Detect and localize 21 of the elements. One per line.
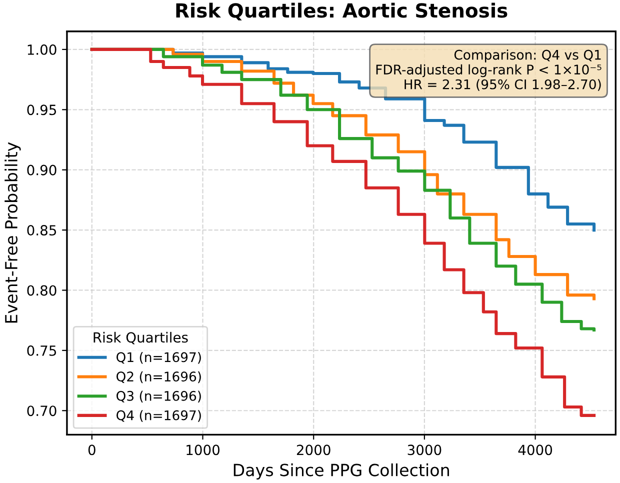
y-tick-label: 0.85	[27, 225, 56, 236]
x-tick-label: 4000	[518, 444, 552, 456]
x-tick-label: 2000	[296, 444, 330, 456]
x-tick-label: 1000	[186, 444, 220, 456]
y-axis-title: Event-Free Probability	[4, 142, 21, 323]
x-tick-label: 0	[88, 444, 96, 456]
legend-label: Q1 (n=1697)	[116, 352, 201, 364]
y-tick-label: 0.95	[27, 104, 56, 116]
x-tick-label: 3000	[408, 444, 442, 456]
x-axis-title: Days Since PPG Collection	[234, 463, 449, 480]
y-tick-label: 0.75	[27, 345, 56, 356]
legend-label: Q2 (n=1696)	[116, 371, 201, 384]
y-tick-label: 1.00	[28, 44, 56, 55]
y-tick-label: 0.70	[27, 406, 56, 416]
legend-label: Q3 (n=1696)	[116, 390, 201, 402]
chart-title: Risk Quartiles: Aortic Stenosis	[176, 2, 508, 20]
annotation: Comparison: Q4 vs Q1 FDR-adjusted log-rank P < 1×10⁻⁵ HR = 2.31 (95% CI 1.98–2.70)	[376, 50, 602, 91]
legend-label: Q4 (n=1697)	[116, 410, 201, 422]
y-tick-label: 0.80	[27, 285, 56, 296]
y-tick-label: 0.90	[27, 164, 56, 176]
legend-title: Risk Quartiles	[94, 332, 188, 344]
